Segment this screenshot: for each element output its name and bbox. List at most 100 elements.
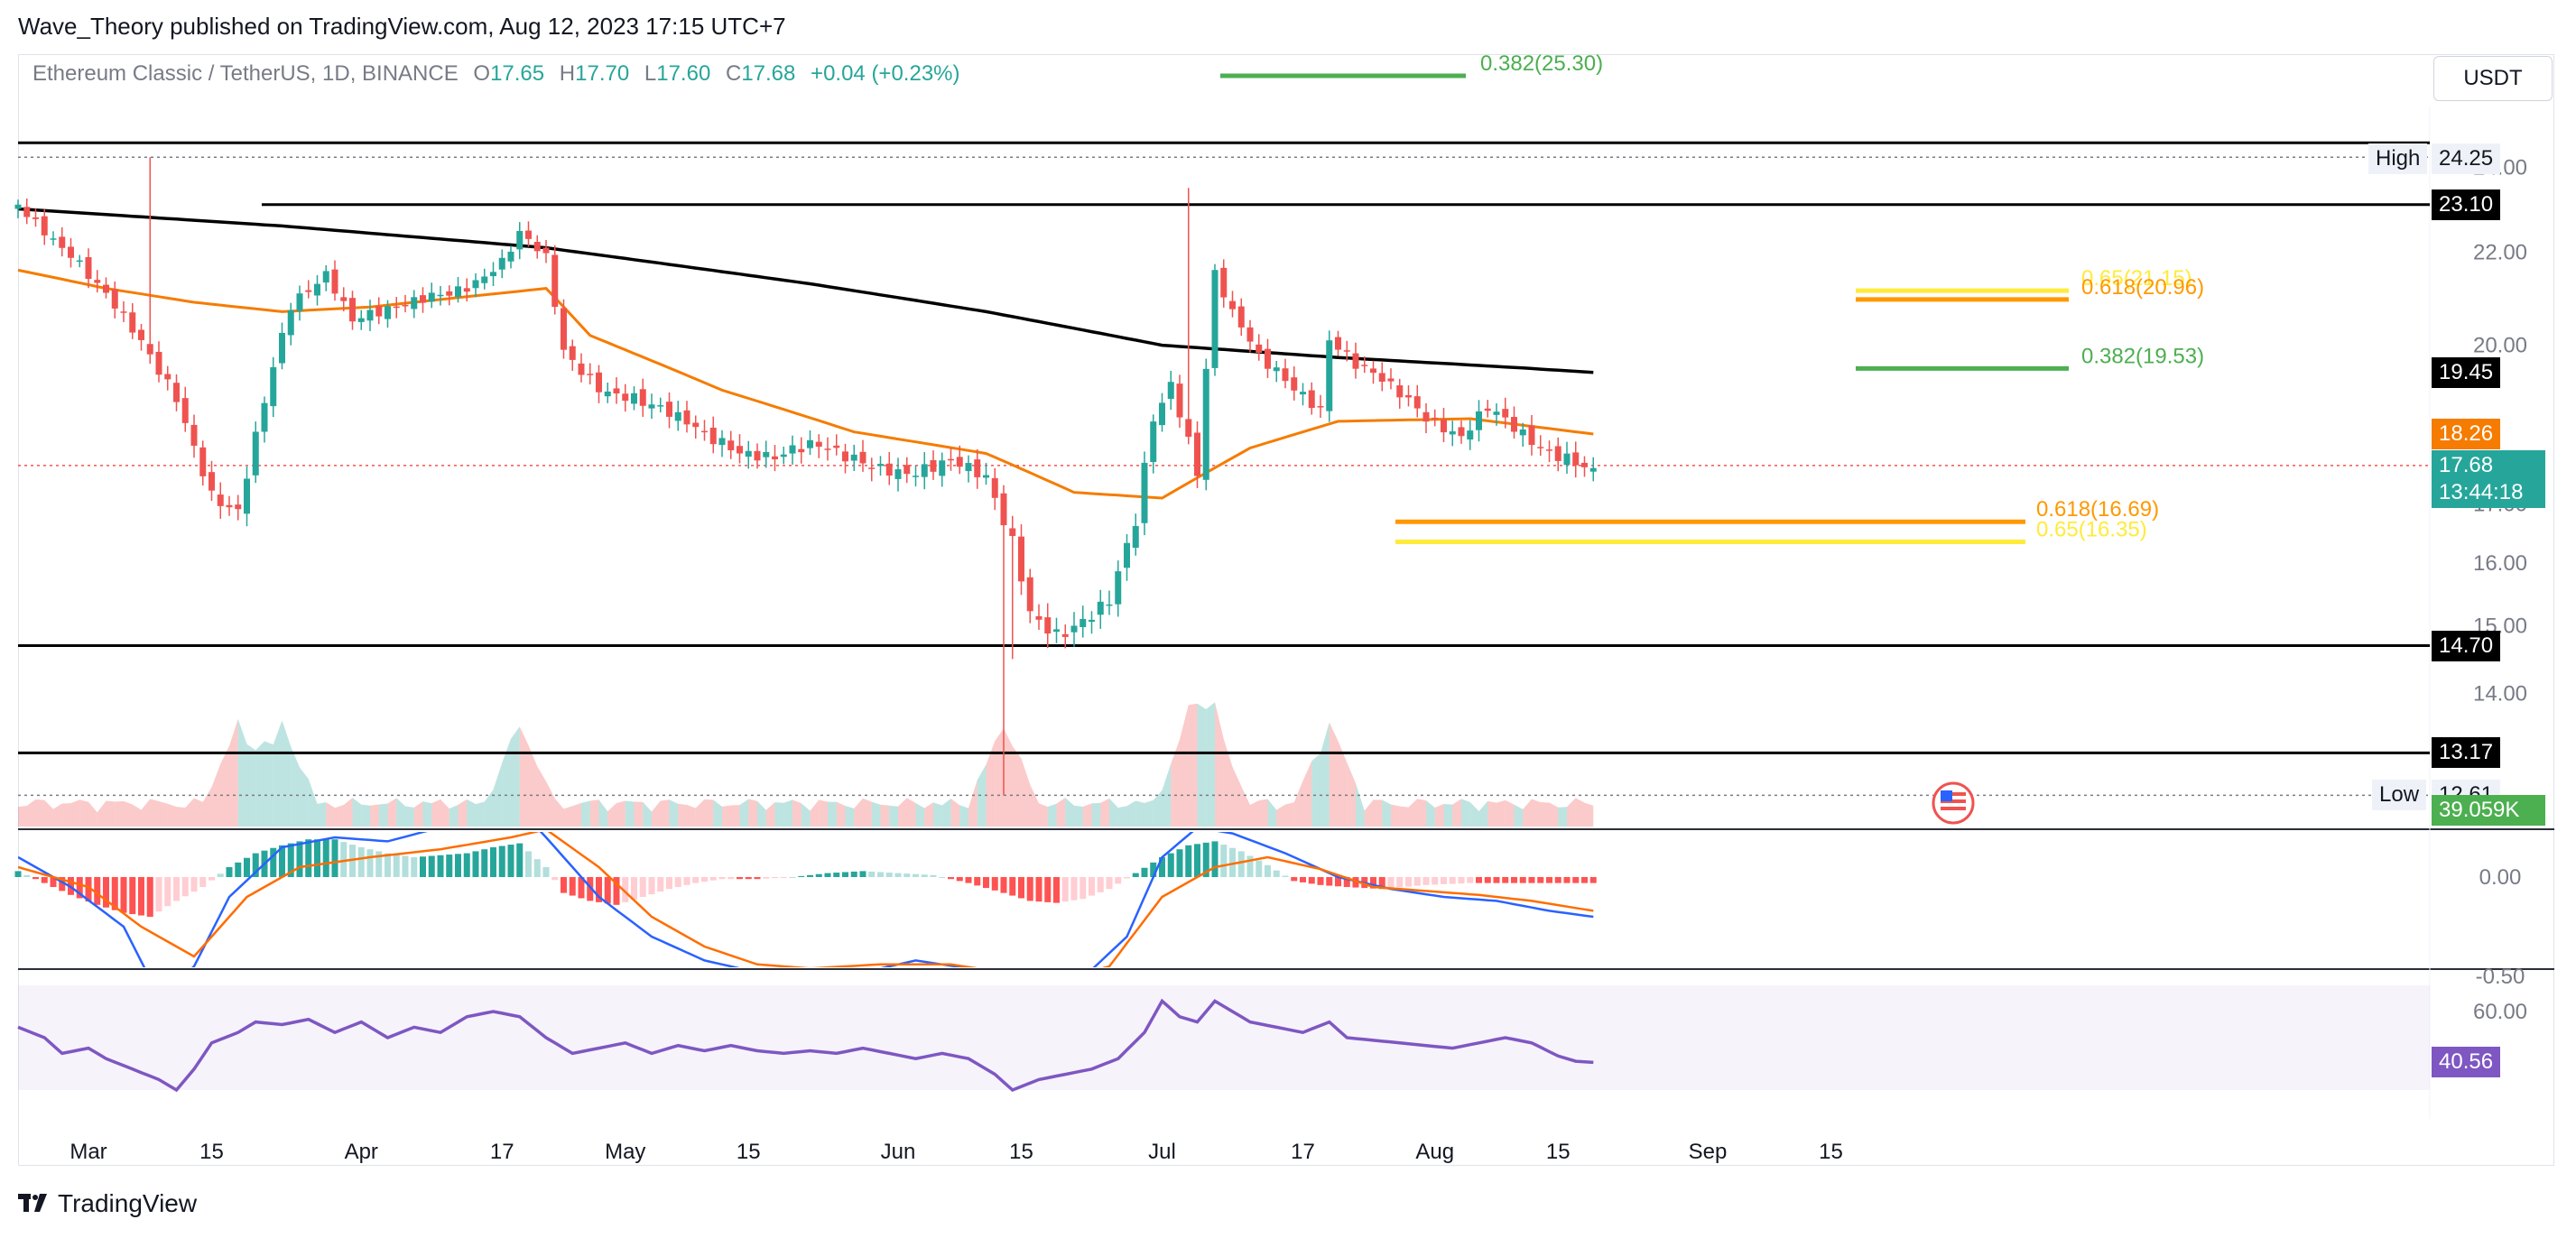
candle [561,308,567,350]
candle [463,288,470,292]
macd-histogram-bar [701,877,708,882]
chart-frame[interactable] [18,54,2554,1166]
volume-area [607,803,616,827]
x-tick-label: Mar [69,1140,107,1164]
candle [877,464,884,467]
candle [296,293,303,311]
tradingview-logo[interactable]: TradingView [18,1189,197,1218]
macd-histogram-bar [1519,877,1526,883]
macd-histogram-bar [542,867,550,877]
volume-area [1347,762,1356,827]
volume-area [246,744,256,827]
volume-area [141,799,151,827]
volume-area [1461,799,1470,827]
candle [349,298,356,322]
macd-histogram-bar [1265,864,1271,877]
volume-area [995,728,1004,827]
candle [208,472,215,491]
candle [32,217,39,219]
volume-area [1206,702,1215,827]
high-value: 17.70 [575,61,630,86]
y-tick-label: 16.00 [2473,551,2527,576]
volume-area [53,803,62,827]
candle [894,469,902,479]
candle [199,447,207,476]
candle [1387,378,1395,382]
volume-area [924,802,933,827]
volume-area [950,799,960,827]
candle [420,295,426,303]
candle [1132,525,1139,549]
volume-area [1443,804,1453,827]
macd-histogram-bar [23,874,31,877]
macd-histogram-bar [1124,877,1130,879]
candle [1167,382,1174,400]
candle [780,454,787,457]
volume-area [836,801,846,827]
volume-area [1100,798,1109,827]
macd-histogram-bar [375,851,383,877]
x-tick-label: 15 [1009,1140,1033,1164]
volume-area [26,799,36,827]
volume-area [352,798,362,827]
macd-histogram-bar [1185,845,1192,877]
high-label: H [559,61,576,86]
macd-histogram-bar [885,873,893,877]
macd-histogram-bar [1070,877,1078,901]
volume-area [1021,758,1031,827]
macd-histogram-bar [1035,877,1042,902]
macd-histogram-bar [921,874,928,877]
macd-histogram-bar [1018,877,1024,899]
volume-area [97,800,107,827]
macd-histogram-bar [50,877,57,887]
volume-area [1241,786,1250,827]
volume-area [132,804,142,827]
candle [76,260,83,263]
macd-histogram-bar [314,839,320,877]
macd-histogram-bar [930,874,937,877]
macd-histogram-bar [1476,877,1482,883]
open-value: 17.65 [490,61,545,86]
currency-button[interactable]: USDT [2433,56,2553,101]
volume-area [1109,798,1118,827]
volume-area [79,799,88,827]
macd-histogram-bar [235,862,242,877]
volume-area [273,720,283,827]
macd-histogram-bar [94,877,101,905]
low-value: 17.60 [656,61,711,86]
candle [1000,493,1007,526]
candle [903,465,911,475]
volume-area [687,804,696,827]
volume-area [413,801,423,827]
candle [1370,368,1376,374]
volume-area [880,804,890,827]
volume-area [1180,705,1189,827]
candle [41,216,48,236]
macd-histogram-bar [393,855,400,877]
volume-area [1135,800,1144,827]
macd-histogram-bar [639,877,646,897]
volume-area [1496,799,1506,827]
volume-area [378,803,388,827]
candle [244,478,250,514]
macd-histogram-bar [59,877,66,892]
candle [763,451,770,457]
macd-histogram-bar [1308,877,1315,884]
candle [1458,427,1465,437]
macd-histogram-bar [244,857,250,877]
candle [798,448,805,453]
candle [1308,390,1315,409]
volume-area [1056,798,1066,827]
volume-area [405,806,414,827]
candle [1124,542,1130,568]
macd-histogram-bar [181,877,189,897]
candle [455,286,461,298]
macd-histogram-bar [173,877,180,901]
macd-histogram-bar [32,877,39,880]
candle [516,230,524,250]
volume-area [546,781,555,827]
candle [1089,619,1095,623]
candle [103,284,109,293]
volume-area [1082,803,1092,827]
